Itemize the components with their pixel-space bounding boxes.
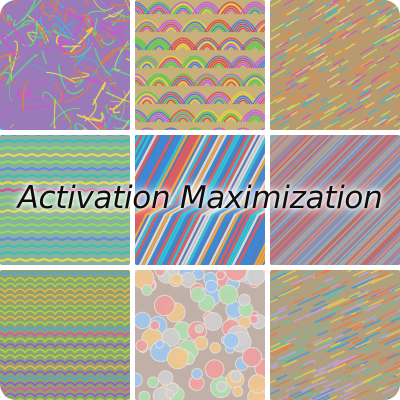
- tile-arch-scales: [135, 0, 265, 130]
- tile-4-texture: [135, 135, 265, 265]
- tile-diagonal-hatch: [270, 0, 400, 130]
- tile-2-texture: [270, 0, 400, 130]
- tile-0-texture: [0, 0, 130, 130]
- tile-7-texture: [135, 270, 265, 400]
- tile-6-texture: [0, 270, 130, 400]
- tile-3-texture: [0, 135, 130, 265]
- tile-diagonal-ribbons: [135, 135, 265, 265]
- tile-8-texture: [270, 270, 400, 400]
- tile-fine-lines: [270, 135, 400, 265]
- tile-bubble-cells: [135, 270, 265, 400]
- tile-zigzag-steps: [0, 135, 130, 265]
- tile-1-texture: [135, 0, 265, 130]
- overlay-title: Activation Maximization: [17, 180, 383, 216]
- tile-fibrous-strands: [0, 0, 130, 130]
- tile-5-texture: [270, 135, 400, 265]
- tile-diagonal-strokes: [270, 270, 400, 400]
- tile-wavy-layers: [0, 270, 130, 400]
